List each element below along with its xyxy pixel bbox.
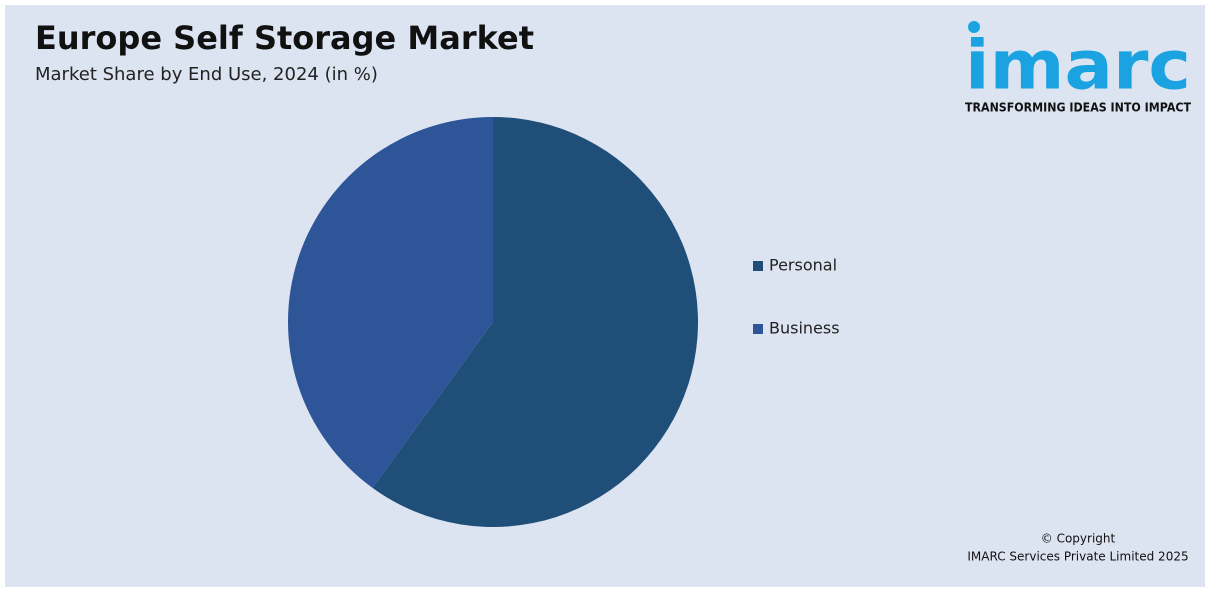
logo-dot [968,21,980,33]
legend-swatch [753,261,763,271]
copyright: © Copyright [1041,532,1116,546]
logo: imarc [965,27,1191,106]
copyright-owner: IMARC Services Private Limited 2025 [967,550,1188,564]
legend-swatch [753,324,763,334]
pie-slice [288,116,493,488]
pie-slice [372,117,698,527]
logo-tagline: TRANSFORMING IDEAS INTO IMPACT [965,101,1192,115]
chart-subtitle: Market Share by End Use, 2024 (in %) [35,64,378,85]
legend-label: Personal [769,256,837,275]
chart-title: Europe Self Storage Market [35,19,534,57]
legend-label: Business [769,319,840,338]
